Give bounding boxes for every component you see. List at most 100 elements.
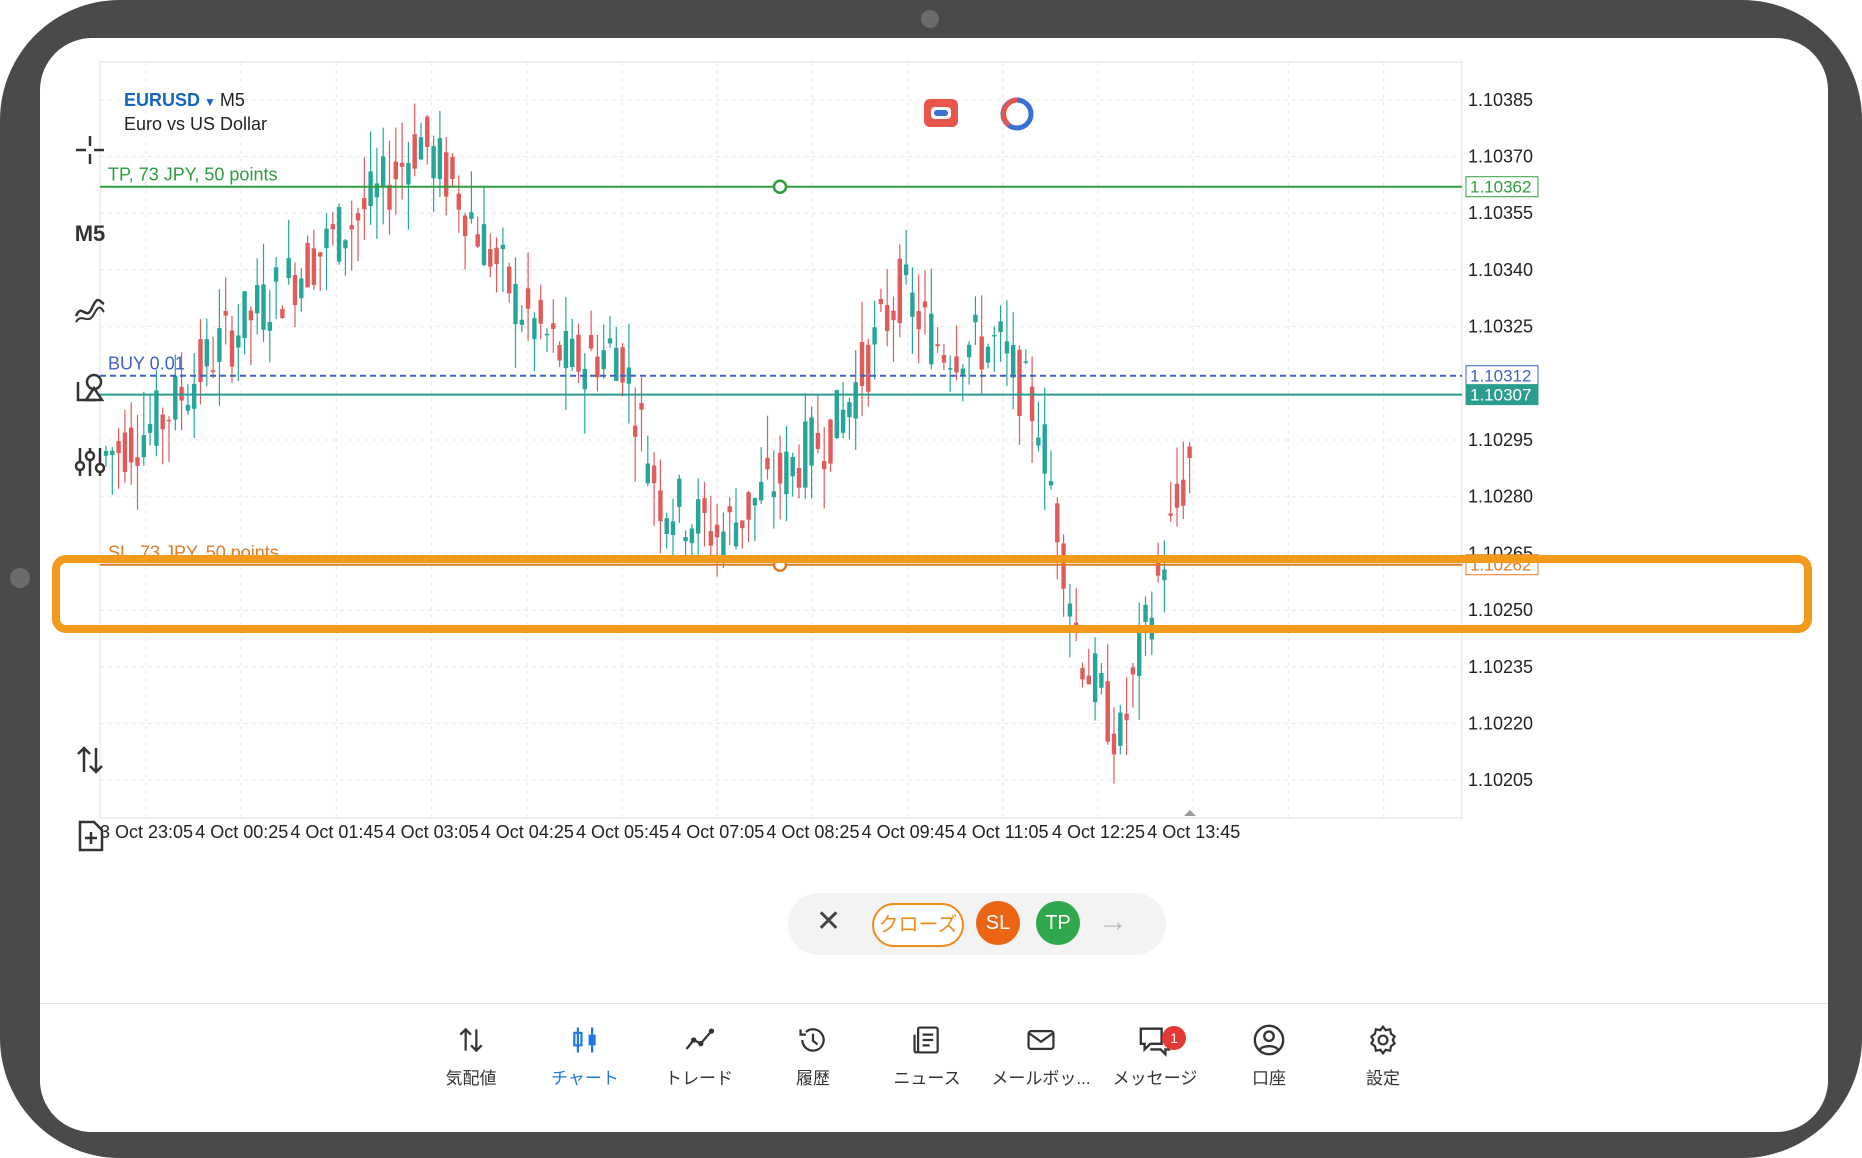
time-tick-label: 4 Oct 08:25 <box>766 822 859 842</box>
candle-body <box>425 116 430 147</box>
arrow-right-icon[interactable]: → <box>1098 905 1128 938</box>
candle-body <box>513 283 518 325</box>
candle-body <box>595 356 600 378</box>
candle-body <box>771 491 776 498</box>
candle-body <box>343 240 348 249</box>
symbol-timeframe: M5 <box>219 90 245 110</box>
nav-label: 設定 <box>1366 1069 1400 1088</box>
candle-body <box>664 518 669 535</box>
candle-body <box>1048 481 1054 486</box>
chart-area[interactable]: 1.10385 1.10370 1.10355 1.10340 1.10325 1.102… <box>40 38 1828 998</box>
candle-body <box>349 225 354 230</box>
candle-body <box>204 339 209 367</box>
candle-body <box>1143 604 1148 622</box>
app-screen: 1.10385 1.10370 1.10355 1.10340 1.10325 1.102… <box>40 38 1828 1132</box>
objects-icon[interactable] <box>70 368 110 408</box>
close-icon[interactable]: ✕ <box>816 905 842 938</box>
candle-body <box>765 457 770 470</box>
side-button <box>10 568 30 588</box>
candle-body <box>1105 681 1110 742</box>
messages-badge: 1 <box>1162 1026 1186 1050</box>
candle-body <box>330 224 335 230</box>
candle-body <box>399 162 405 167</box>
candle-body <box>670 521 676 536</box>
candle-body <box>1111 733 1117 755</box>
candle-body <box>1174 483 1180 508</box>
candle-body <box>488 249 493 267</box>
crosshair-icon[interactable] <box>70 130 110 170</box>
sort-arrows-icon[interactable] <box>70 740 110 780</box>
candle-body <box>803 421 808 488</box>
nav-history[interactable]: 履歴 <box>758 1016 868 1089</box>
time-tick-label: 4 Oct 04:25 <box>481 822 574 842</box>
nav-settings[interactable]: 設定 <box>1328 1016 1438 1089</box>
candle-body <box>406 162 411 185</box>
nav-account[interactable]: 口座 <box>1214 1016 1324 1089</box>
buy-label: BUY 0.01 <box>108 354 185 374</box>
symbol-header[interactable]: EURUSD ▼ M5 <box>124 90 245 111</box>
nav-trade[interactable]: トレード <box>644 1016 754 1089</box>
candle-body <box>922 301 928 308</box>
candle-body <box>311 248 317 285</box>
trade-levels-icon[interactable] <box>1000 97 1034 131</box>
candle-body <box>318 252 323 257</box>
nav-news[interactable]: ニュース <box>872 1016 982 1089</box>
candle-body <box>1080 667 1085 680</box>
close-order-button[interactable]: クローズ <box>872 903 964 947</box>
candle-body <box>620 347 625 383</box>
nav-label: メールボッ... <box>991 1069 1091 1088</box>
buy-price-label: 1.10312 <box>1470 367 1531 386</box>
nav-messages[interactable]: 1 メッセージ <box>1100 1016 1210 1089</box>
dropdown-arrow-icon[interactable]: ▼ <box>204 95 216 109</box>
candle-body <box>519 319 524 325</box>
mail-icon <box>986 1016 1096 1064</box>
candle-body <box>910 292 915 317</box>
price-chart[interactable]: 1.10385 1.10370 1.10355 1.10340 1.10325 1.102… <box>40 38 1828 998</box>
candle-body <box>110 450 115 456</box>
candle-body <box>866 344 871 392</box>
settings-sliders-icon[interactable] <box>70 442 110 482</box>
candle-body <box>450 156 455 180</box>
candle-body <box>116 441 121 454</box>
candle-body <box>557 345 562 361</box>
candle-body <box>444 152 449 197</box>
candle-body <box>1055 503 1060 543</box>
candle-body <box>721 531 726 559</box>
candle-body <box>129 427 134 463</box>
nav-chart[interactable]: チャート <box>530 1016 640 1089</box>
price-tick-label: 1.10370 <box>1468 147 1533 167</box>
symbol-code[interactable]: EURUSD <box>124 90 201 110</box>
time-tick-label: 4 Oct 12:25 <box>1052 822 1145 842</box>
candle-body <box>702 498 707 514</box>
indicators-icon[interactable] <box>70 290 110 330</box>
time-tick-label: 4 Oct 05:45 <box>576 822 669 842</box>
candle-body <box>437 138 443 180</box>
candle-body <box>639 403 644 410</box>
candle-body <box>368 171 373 207</box>
candle-body <box>223 311 228 316</box>
time-tick-label: 4 Oct 09:45 <box>862 822 955 842</box>
candle-body <box>834 390 839 439</box>
candle-body <box>582 368 587 390</box>
candle-body <box>305 242 310 288</box>
candle-body <box>607 338 613 344</box>
timeframe-label: M5 <box>74 221 106 246</box>
candle-body <box>1187 446 1192 458</box>
news-icon <box>872 1016 982 1064</box>
one-click-trading-icon[interactable] <box>924 99 958 127</box>
candle-body <box>292 275 298 306</box>
candle-body <box>154 390 159 446</box>
candle-body <box>141 435 146 458</box>
nav-mailbox[interactable]: メールボッ... <box>986 1016 1096 1089</box>
timeframe-button[interactable]: M5 <box>70 214 110 254</box>
candle-body <box>746 492 751 520</box>
sl-button[interactable]: SL <box>976 901 1020 945</box>
candle-body <box>601 350 606 370</box>
new-order-icon[interactable] <box>70 816 110 856</box>
price-tick-label: 1.10220 <box>1468 714 1533 734</box>
nav-quotes[interactable]: 気配値 <box>416 1016 526 1089</box>
tp-button[interactable]: TP <box>1036 901 1080 945</box>
price-tick-label: 1.10325 <box>1468 317 1533 337</box>
candle-body <box>507 266 512 294</box>
candle-body <box>853 382 858 419</box>
